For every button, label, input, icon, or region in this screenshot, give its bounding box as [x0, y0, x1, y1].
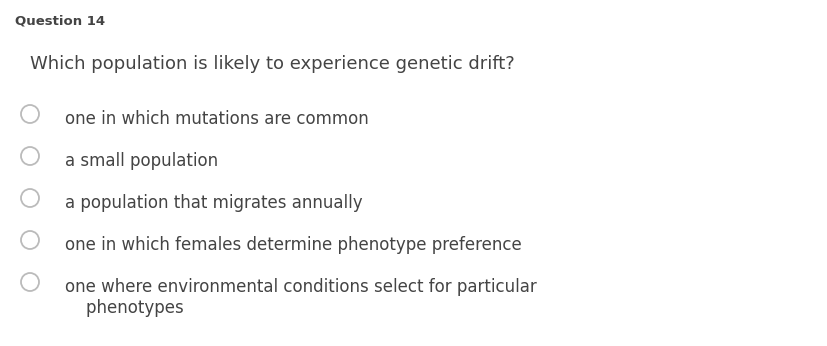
- Text: a population that migrates annually: a population that migrates annually: [65, 194, 362, 212]
- Text: a small population: a small population: [65, 152, 218, 170]
- Text: one where environmental conditions select for particular
    phenotypes: one where environmental conditions selec…: [65, 278, 536, 317]
- Text: one in which females determine phenotype preference: one in which females determine phenotype…: [65, 236, 521, 254]
- Text: Question 14: Question 14: [15, 15, 105, 28]
- Text: one in which mutations are common: one in which mutations are common: [65, 110, 368, 128]
- Text: Which population is likely to experience genetic drift?: Which population is likely to experience…: [30, 55, 514, 73]
